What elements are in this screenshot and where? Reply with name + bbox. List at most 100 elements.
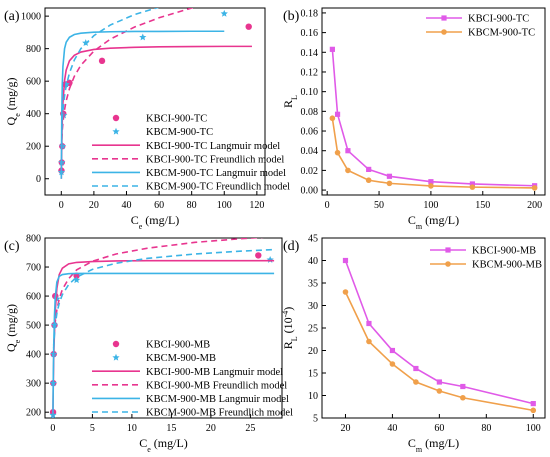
legend-label: KBCI-900-TC Freundlich model <box>146 154 284 165</box>
data-point <box>342 257 349 264</box>
legend-marker <box>112 340 120 348</box>
legend-label: KBCI-900-MB <box>472 246 536 257</box>
data-point <box>255 252 262 259</box>
data-point <box>436 388 443 394</box>
series-line <box>52 272 275 418</box>
legend-label: KBCM-900-MB Langmuir model <box>146 394 289 405</box>
y-tick-label: 0 <box>36 174 41 185</box>
data-point <box>428 179 434 185</box>
data-point <box>266 255 274 263</box>
y-tick-label: 0.12 <box>301 67 319 78</box>
series-line <box>52 248 275 349</box>
x-tick-label: 40 <box>387 423 397 434</box>
y-tick-label: 1000 <box>21 12 41 23</box>
data-point <box>345 148 351 154</box>
data-point <box>139 33 147 41</box>
plot-data <box>342 257 537 414</box>
data-point <box>469 181 475 187</box>
legend: KBCI-900-MB KBCM-900-MB KBCI-900-MB Langmu… <box>92 340 293 419</box>
data-point <box>531 185 538 191</box>
data-point <box>469 184 476 190</box>
data-point <box>72 276 81 284</box>
panel-b: (b) 0 50 100 150 200 0.00 0.02 0.04 0.06 0.08 0.10 0… <box>281 7 546 231</box>
legend: KBCI-900-TC KBCM-900-TC KBCI-900-TC Langmu… <box>92 114 290 193</box>
y-tick-label: 0.02 <box>301 166 319 177</box>
legend-label: KBCI-900-MB Freundlich model <box>146 380 287 391</box>
data-point <box>334 111 341 117</box>
data-point <box>366 338 372 345</box>
data-point <box>413 379 419 385</box>
data-point <box>389 347 396 354</box>
plot-data <box>57 8 252 179</box>
data-point <box>245 23 252 30</box>
data-point <box>413 365 419 372</box>
x-tick-label: 0 <box>59 200 64 211</box>
y-tick-label: 5 <box>313 414 318 425</box>
y-tick-label: 400 <box>26 109 41 120</box>
y-tick-label: 35 <box>308 279 318 290</box>
legend-label: KBCI-900-MB <box>146 340 210 351</box>
data-point <box>389 361 396 367</box>
y-tick-label: 10 <box>308 391 318 402</box>
x-tick-label: 60 <box>154 200 164 211</box>
y-tick-label: 15 <box>308 369 318 380</box>
x-tick-label: 20 <box>206 423 216 434</box>
y-tick-label: 800 <box>26 234 41 245</box>
y-tick-label: 30 <box>308 301 318 312</box>
y-tick-label: 0.10 <box>301 87 319 98</box>
legend-label: KBCM-900-TC Langmuir model <box>146 168 286 179</box>
data-point <box>386 173 393 179</box>
data-point <box>460 383 466 390</box>
x-tick-label: 20 <box>340 423 350 434</box>
y-tick-label: 300 <box>26 379 41 390</box>
legend-marker <box>441 15 447 21</box>
series-line <box>331 118 535 189</box>
legend-marker <box>112 114 120 122</box>
data-point <box>329 46 335 52</box>
x-tick-label: 15 <box>166 423 176 434</box>
x-tick-label: 100 <box>526 423 541 434</box>
y-tick-label: 700 <box>26 263 41 274</box>
panel-label: (b) <box>283 9 300 24</box>
legend-label: KBCM-900-MB Freundlich model <box>146 408 293 419</box>
series-line <box>60 30 225 179</box>
data-point <box>460 394 466 401</box>
legend-marker <box>112 353 120 361</box>
x-tick-label: 80 <box>481 423 491 434</box>
data-point <box>365 177 372 184</box>
plot-frame <box>321 7 546 196</box>
data-point <box>366 320 372 327</box>
data-point <box>342 289 349 295</box>
x-tick-label: 0 <box>50 423 55 434</box>
x-tick-label: 100 <box>217 200 232 211</box>
y-tick-label: 0.04 <box>301 146 319 157</box>
y-tick-label: 0.00 <box>301 186 319 197</box>
legend-label: KBCI-900-TC Langmuir model <box>146 141 280 152</box>
y-tick-label: 500 <box>26 321 41 332</box>
legend-marker <box>445 261 451 267</box>
panel-c: (c) 0 5 10 15 20 25 200 300 400 500 600 700 800 Ce (mg… <box>4 234 293 454</box>
data-point <box>530 401 536 407</box>
data-point <box>329 115 336 122</box>
y-tick-label: 0.16 <box>301 28 319 39</box>
series-line <box>52 238 265 346</box>
plot-frame <box>44 7 266 196</box>
plot-frame <box>44 237 283 419</box>
x-tick-label: 40 <box>121 200 131 211</box>
y-tick-label: 600 <box>26 292 41 303</box>
y-tick-label: 400 <box>26 350 41 361</box>
x-tick-label: 0 <box>325 200 330 211</box>
legend-label: KBCM-900-MB <box>146 353 216 364</box>
y-tick-label: 45 <box>308 234 318 245</box>
x-tick-label: 80 <box>187 200 197 211</box>
y-tick-label: 600 <box>26 77 41 88</box>
panel-d: (d) 20 40 60 80 100 5 10 15 20 25 30 35 40 45 Cm (mg/L)… <box>281 234 546 454</box>
x-tick-label: 150 <box>475 200 490 211</box>
legend-marker <box>445 247 451 253</box>
series-line <box>60 8 195 140</box>
data-point <box>82 39 90 47</box>
y-tick-label: 40 <box>308 256 318 267</box>
panel-label: (a) <box>4 9 20 24</box>
legend-label: KBCM-900-TC <box>468 28 535 39</box>
